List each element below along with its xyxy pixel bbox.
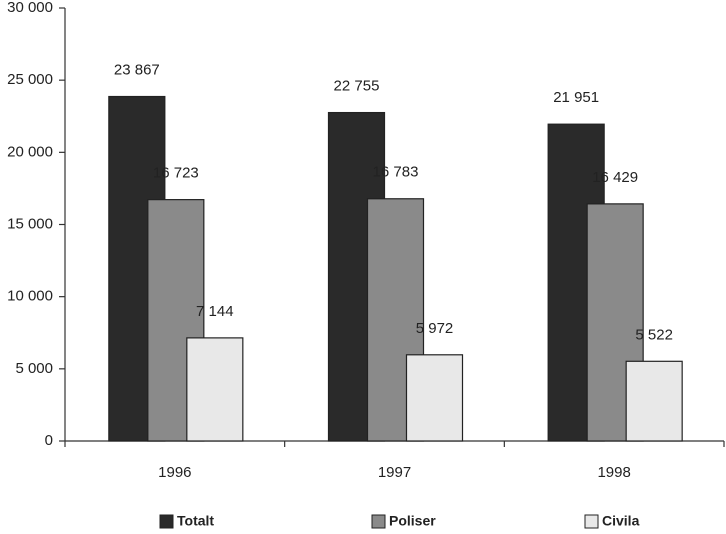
y-tick-label: 25 000 [7, 71, 53, 88]
value-label: 16 429 [592, 169, 638, 186]
value-label: 16 783 [373, 164, 419, 181]
value-label: 21 951 [553, 89, 599, 106]
value-label: 16 723 [153, 165, 199, 182]
legend-label: Totalt [177, 513, 214, 529]
y-tick-label: 15 000 [7, 215, 53, 232]
y-tick-label: 10 000 [7, 288, 53, 305]
legend-swatch [159, 514, 174, 529]
y-tick-label: 30 000 [7, 0, 53, 16]
x-tick-label: 1997 [378, 464, 411, 481]
value-label: 5 522 [635, 326, 673, 343]
value-label: 23 867 [114, 61, 160, 78]
legend-label: Civila [602, 513, 640, 529]
value-label: 5 972 [416, 320, 454, 337]
y-tick-label: 20 000 [7, 143, 53, 160]
bar [405, 354, 464, 442]
legend-swatch [584, 514, 599, 529]
value-label: 22 755 [334, 78, 380, 95]
legend-swatch [371, 514, 386, 529]
y-tick-label: 5 000 [15, 360, 53, 377]
value-label: 7 144 [196, 303, 234, 320]
bar [625, 360, 683, 442]
bar [186, 337, 244, 442]
x-tick-label: 1998 [597, 464, 630, 481]
legend-label: Poliser [389, 513, 436, 529]
x-tick-label: 1996 [158, 464, 191, 481]
y-tick-label: 0 [45, 432, 53, 449]
